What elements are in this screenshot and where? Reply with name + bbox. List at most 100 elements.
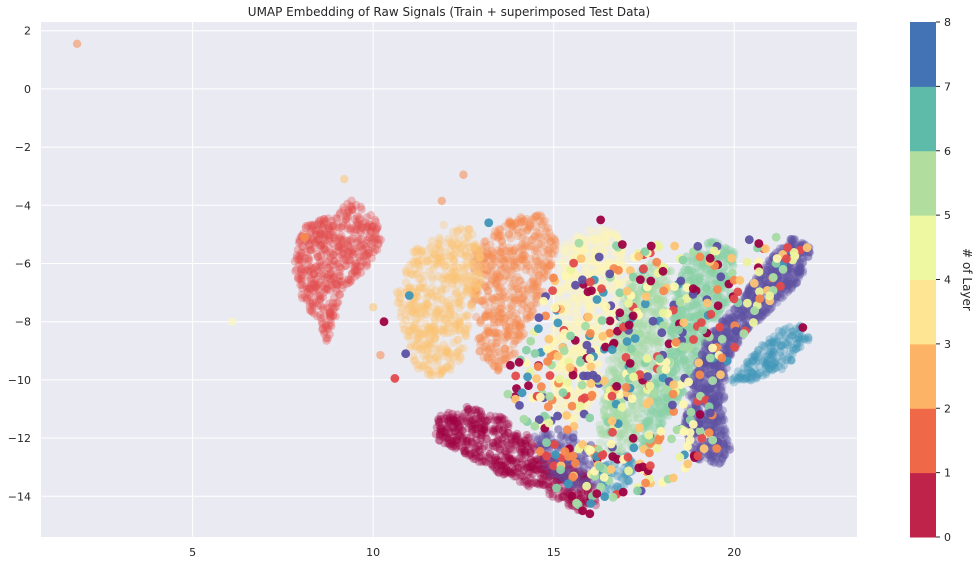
train-point xyxy=(492,338,501,348)
train-point xyxy=(304,267,313,276)
train-point xyxy=(475,347,484,356)
train-point xyxy=(647,307,656,316)
train-point xyxy=(436,370,445,379)
train-point xyxy=(531,478,541,488)
train-point xyxy=(457,426,466,435)
train-point xyxy=(443,433,452,442)
train-point xyxy=(485,449,494,459)
train-point xyxy=(513,429,522,439)
train-point xyxy=(329,272,338,281)
train-point xyxy=(552,475,562,484)
train-point xyxy=(500,469,509,479)
train-point xyxy=(453,227,462,236)
train-point xyxy=(622,421,632,431)
train-point xyxy=(292,265,301,274)
train-point xyxy=(512,458,521,467)
train-point xyxy=(476,430,486,440)
train-point xyxy=(500,423,509,432)
train-point xyxy=(540,472,549,481)
train-point xyxy=(428,274,437,284)
train-point xyxy=(345,255,354,264)
train-point xyxy=(607,363,617,373)
train-point xyxy=(502,438,511,447)
train-point xyxy=(751,351,760,360)
train-point xyxy=(395,293,404,303)
train-point xyxy=(433,239,443,248)
train-point xyxy=(421,271,430,280)
train-point xyxy=(549,476,558,486)
train-point xyxy=(410,265,419,275)
train-point xyxy=(495,416,504,425)
train-point xyxy=(535,459,545,468)
train-point xyxy=(323,325,333,334)
train-point xyxy=(504,445,513,454)
train-point xyxy=(707,268,717,278)
train-point xyxy=(530,464,539,473)
train-point xyxy=(440,427,449,437)
train-point xyxy=(464,424,473,433)
train-point xyxy=(557,257,566,266)
train-point xyxy=(505,310,515,319)
train-point xyxy=(518,251,527,261)
train-point xyxy=(490,442,499,451)
train-point xyxy=(418,301,427,310)
train-point xyxy=(452,418,461,427)
train-point xyxy=(508,266,517,275)
train-point xyxy=(454,428,463,437)
train-point xyxy=(484,308,493,317)
train-point xyxy=(511,441,520,450)
train-point xyxy=(545,261,554,270)
train-point xyxy=(298,284,307,293)
train-point xyxy=(434,415,443,424)
train-point xyxy=(527,439,536,448)
train-point xyxy=(525,448,535,458)
train-point xyxy=(496,461,506,470)
train-point xyxy=(445,439,454,448)
train-point xyxy=(566,238,576,247)
train-point xyxy=(804,336,813,345)
train-point xyxy=(426,368,436,377)
train-point xyxy=(467,417,476,426)
train-point xyxy=(522,464,532,473)
train-point xyxy=(436,425,445,434)
train-point xyxy=(488,438,498,448)
train-point xyxy=(468,427,477,437)
train-point xyxy=(512,467,521,477)
train-point xyxy=(443,424,452,434)
train-point xyxy=(374,234,383,243)
train-point xyxy=(452,416,461,425)
train-point xyxy=(356,202,365,212)
train-point xyxy=(336,277,345,287)
train-point xyxy=(535,480,544,489)
train-point xyxy=(559,486,568,495)
train-point xyxy=(346,275,355,285)
train-point xyxy=(320,329,329,338)
train-point xyxy=(506,456,515,465)
train-point xyxy=(517,472,526,481)
train-point xyxy=(507,469,517,478)
train-point xyxy=(308,298,318,307)
train-point xyxy=(501,465,510,474)
train-point xyxy=(482,417,491,426)
train-point xyxy=(512,432,521,442)
train-point xyxy=(432,423,442,432)
train-point xyxy=(324,225,334,234)
train-point xyxy=(458,434,468,443)
train-point xyxy=(460,446,469,455)
train-point xyxy=(511,439,520,449)
train-point xyxy=(529,477,539,487)
train-point xyxy=(336,264,346,273)
train-point xyxy=(436,411,445,420)
train-point xyxy=(513,463,522,472)
train-point xyxy=(460,408,470,418)
train-point xyxy=(527,479,537,488)
train-point xyxy=(493,415,502,425)
train-point xyxy=(447,437,456,446)
train-point xyxy=(523,434,532,443)
train-point xyxy=(550,471,559,480)
train-point xyxy=(545,483,555,493)
train-point xyxy=(517,460,527,469)
train-point xyxy=(316,313,326,323)
train-point xyxy=(445,429,454,438)
train-point xyxy=(507,438,516,448)
